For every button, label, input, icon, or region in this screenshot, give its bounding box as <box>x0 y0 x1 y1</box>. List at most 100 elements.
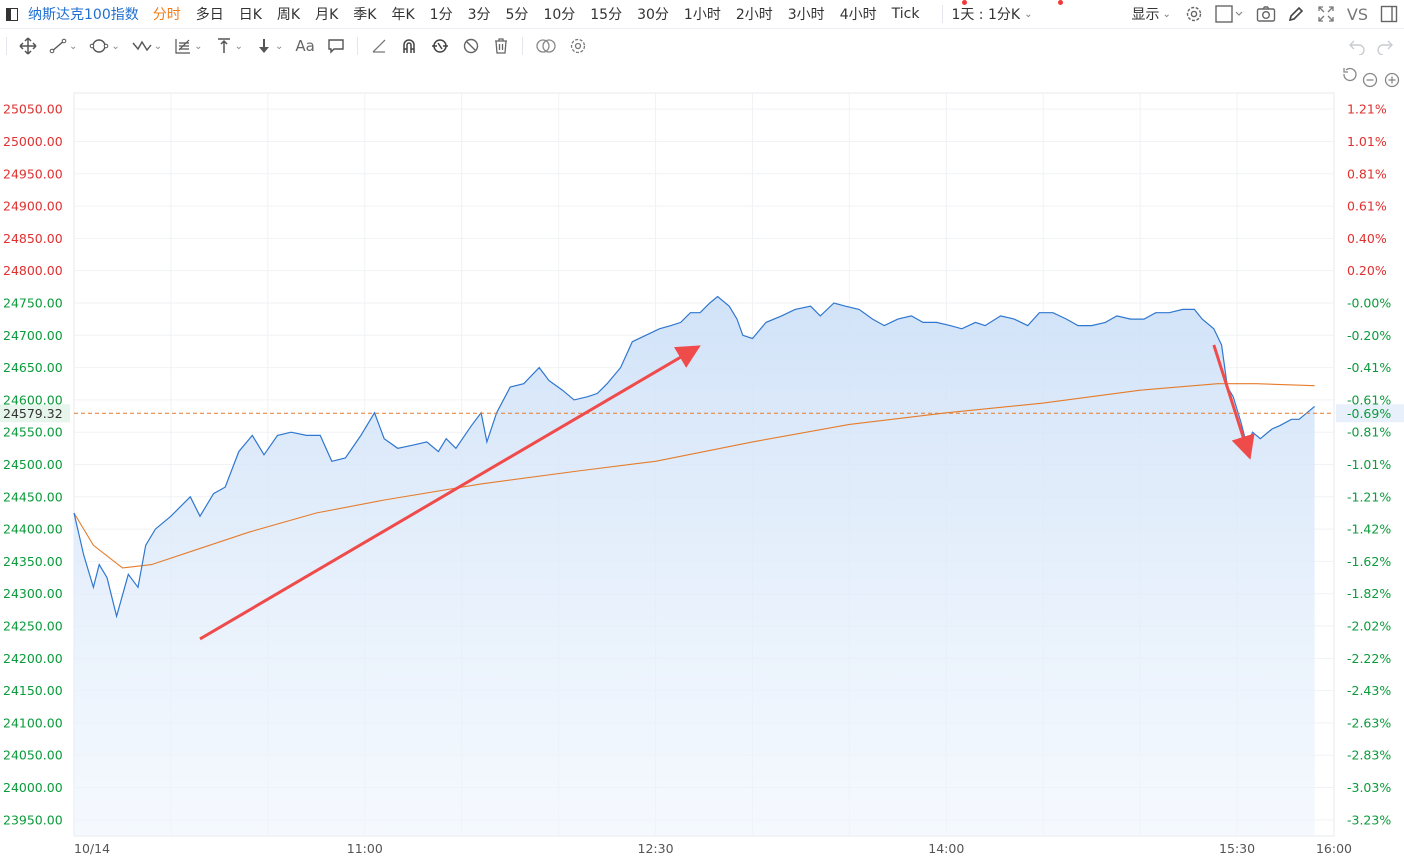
x-tick-label: 16:00 <box>1316 841 1352 856</box>
settings-icon[interactable] <box>565 29 591 63</box>
period-8[interactable]: 3分 <box>467 7 491 23</box>
pct-tick-label: 1.21% <box>1347 102 1387 117</box>
y-tick-label: 24400.00 <box>3 522 63 537</box>
pct-tick-label: -2.22% <box>1347 651 1391 666</box>
wave-tool-icon[interactable]: ⌄ <box>128 29 166 63</box>
chevron-down-icon: ⌄ <box>1162 8 1171 20</box>
pct-tick-label: -1.62% <box>1347 554 1391 569</box>
period-11[interactable]: 15分 <box>590 7 623 23</box>
price-line-icon[interactable]: ⌄ <box>211 29 247 63</box>
fullscreen-icon[interactable] <box>1315 3 1337 25</box>
y-tick-label: 24050.00 <box>3 748 63 763</box>
y-tick-label: 24250.00 <box>3 619 63 634</box>
period-16[interactable]: 4小时 <box>839 7 877 23</box>
period-2[interactable]: 日K <box>238 7 262 23</box>
hide-icon[interactable] <box>458 29 484 63</box>
symbol-name[interactable]: 纳斯达克100指数 <box>28 7 139 23</box>
y-tick-label: 24000.00 <box>3 780 63 795</box>
divider <box>6 37 7 55</box>
layout-select-icon[interactable] <box>1213 3 1247 25</box>
period-6[interactable]: 年K <box>391 7 415 23</box>
arrow-down-icon[interactable]: ⌄ <box>251 29 287 63</box>
period-10[interactable]: 10分 <box>543 7 576 23</box>
pct-tick-label: -2.83% <box>1347 748 1391 763</box>
period-5[interactable]: 季K <box>353 7 377 23</box>
y-tick-label: 23950.00 <box>3 812 63 827</box>
comment-icon[interactable] <box>323 29 349 63</box>
magnet-icon[interactable] <box>396 29 422 63</box>
y-tick-label: 24650.00 <box>3 360 63 375</box>
redo-icon[interactable] <box>1376 37 1394 59</box>
display-menu[interactable]: 显示 ⌄ <box>1132 4 1171 24</box>
pct-tick-label: -1.82% <box>1347 586 1391 601</box>
time-axis: 10/14 11:00 12:30 14:00 15:30 16:00 <box>74 841 1352 856</box>
range-select[interactable]: 1天 : 1分K ⌄ <box>951 4 1032 24</box>
chevron-down-icon: ⌄ <box>1024 8 1033 20</box>
y-tick-label: 24900.00 <box>3 199 63 214</box>
pencil-icon[interactable] <box>1285 3 1307 25</box>
x-tick-label: 12:30 <box>638 841 674 856</box>
y-tick-label: 24850.00 <box>3 231 63 246</box>
period-list: 分时 多日 日K 周K 月K 季K 年K 1分 3分 5分 10分 15分 30分 1小时 2小时 3小时 4小… <box>153 4 935 24</box>
ring-tool-icon[interactable]: ⌄ <box>85 29 123 63</box>
move-icon[interactable] <box>15 29 41 63</box>
period-1[interactable]: 多日 <box>195 7 224 23</box>
zoom-in-icon[interactable] <box>1384 72 1400 88</box>
current-pct-badge <box>1336 404 1404 423</box>
y-tick-label: 24150.00 <box>3 683 63 698</box>
y-tick-label: 24550.00 <box>3 425 63 440</box>
period-15[interactable]: 3小时 <box>787 7 825 23</box>
zoom-out-icon[interactable] <box>1362 72 1378 88</box>
pct-tick-label: -0.81% <box>1347 425 1391 440</box>
range-select-label: 1天 : 1分K <box>951 7 1021 23</box>
sidebar-toggle-icon[interactable] <box>6 7 18 21</box>
pct-tick-label: 0.61% <box>1347 199 1387 214</box>
annotations <box>199 344 1255 641</box>
y-tick-label: 24350.00 <box>3 554 63 569</box>
price-chart[interactable]: 24579.32 -0.69% 25050.0025000.0024950.002… <box>0 63 1404 866</box>
period-7[interactable]: 1分 <box>429 7 453 23</box>
panel-toggle-icon[interactable] <box>1378 3 1400 25</box>
period-4[interactable]: 月K <box>315 7 339 23</box>
pct-tick-label: -0.00% <box>1347 295 1391 310</box>
pct-tick-label: -0.20% <box>1347 328 1391 343</box>
trend-up-arrow <box>199 345 701 641</box>
text-tool-icon[interactable]: Aa <box>295 37 315 55</box>
period-3[interactable]: 周K <box>276 7 301 23</box>
period-12[interactable]: 30分 <box>637 7 669 23</box>
compare-vs-button[interactable]: VS <box>1346 4 1368 24</box>
grid-tool-icon[interactable]: ⌄ <box>170 29 206 63</box>
price-line <box>73 295 1315 619</box>
ruler-icon[interactable] <box>366 29 392 63</box>
pct-tick-label: -1.01% <box>1347 457 1391 472</box>
y-tick-label: 24100.00 <box>3 715 63 730</box>
undo-icon[interactable] <box>1348 37 1366 59</box>
average-series-line <box>73 383 1315 569</box>
period-toolbar: 纳斯达克100指数 分时 多日 日K 周K 月K 季K 年K 1分 3分 5分 10分 15分 30分 1… <box>0 0 1404 29</box>
pct-tick-label: -2.02% <box>1347 619 1391 634</box>
divider <box>942 5 944 23</box>
reset-zoom-icon[interactable] <box>1343 67 1357 82</box>
pct-tick-label: 0.20% <box>1347 263 1387 278</box>
current-price-label: 24579.32 <box>3 406 63 421</box>
price-series-line <box>73 295 1315 619</box>
pct-tick-label: -1.42% <box>1347 522 1391 537</box>
x-tick-label: 11:00 <box>347 841 383 856</box>
x-tick-label: 15:30 <box>1219 841 1255 856</box>
compare-icon[interactable] <box>531 29 561 63</box>
pct-tick-label: -0.41% <box>1347 360 1391 375</box>
current-pct-label: -0.69% <box>1347 406 1391 421</box>
right-tools: 显示 ⌄ VS <box>1132 0 1404 28</box>
line-tool-icon[interactable]: ⌄ <box>45 29 81 63</box>
period-13[interactable]: 1小时 <box>683 7 721 23</box>
period-9[interactable]: 5分 <box>505 7 529 23</box>
link-icon[interactable] <box>426 29 454 63</box>
delete-icon[interactable] <box>488 29 514 63</box>
y-tick-label: 24750.00 <box>3 295 63 310</box>
display-label: 显示 <box>1131 7 1160 23</box>
period-14[interactable]: 2小时 <box>735 7 773 23</box>
settings-icon[interactable] <box>1183 3 1205 25</box>
camera-icon[interactable] <box>1255 3 1277 25</box>
period-0[interactable]: 分时 <box>152 7 181 23</box>
period-17[interactable]: Tick <box>891 6 920 22</box>
